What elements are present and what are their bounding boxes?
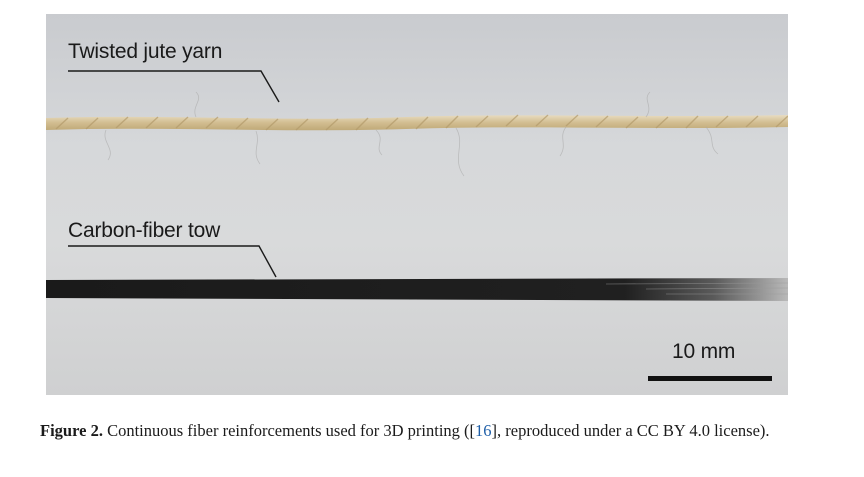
- figure-photo: Twisted jute yarn Carbon-fiber tow 10 mm: [46, 14, 788, 395]
- caption-text-before: Continuous fiber reinforcements used for…: [102, 421, 476, 440]
- figure-illustration: [46, 70, 788, 381]
- reference-link[interactable]: 16: [475, 421, 492, 440]
- figure-label: Figure 2.: [40, 421, 103, 440]
- jute-yarn: [46, 91, 788, 177]
- scale-bar: [648, 376, 772, 381]
- figure-caption: Figure 2. Continuous fiber reinforcement…: [40, 419, 830, 443]
- carbon-fiber-tow: [46, 278, 788, 301]
- jute-leader-line: [68, 70, 280, 103]
- jute-label: Twisted jute yarn: [68, 40, 223, 63]
- carbon-leader-line: [68, 245, 277, 278]
- carbon-label: Carbon-fiber tow: [68, 219, 221, 242]
- caption-text-after: ], reproduced under a CC BY 4.0 license)…: [491, 421, 770, 440]
- scale-label: 10 mm: [672, 340, 736, 363]
